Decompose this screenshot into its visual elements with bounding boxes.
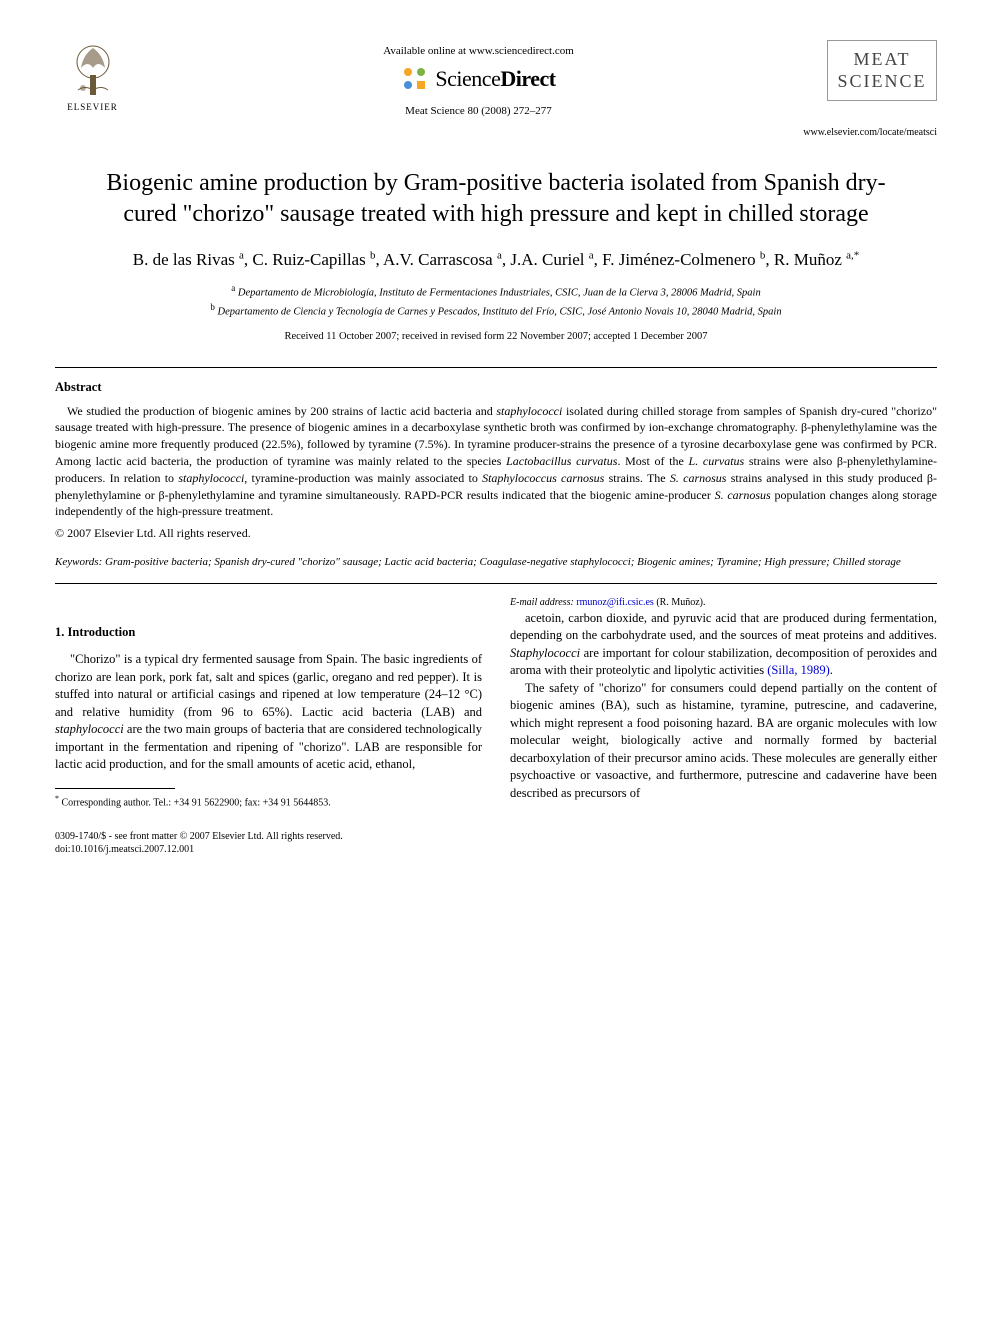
section-1-para-3: The safety of "chorizo" for consumers co… (510, 680, 937, 803)
section-1-heading: 1. Introduction (55, 624, 482, 642)
keywords-label: Keywords: (55, 556, 102, 568)
corresponding-text: Corresponding author. Tel.: +34 91 56229… (62, 797, 331, 808)
journal-cover-block: MEAT SCIENCE (827, 40, 937, 101)
abstract-heading: Abstract (55, 380, 937, 395)
affiliation-b: b Departamento de Ciencia y Tecnología d… (55, 301, 937, 320)
affiliation-a: a Departamento de Microbiología, Institu… (55, 282, 937, 301)
footer-front-matter: 0309-1740/$ - see front matter © 2007 El… (55, 830, 937, 843)
page-footer: 0309-1740/$ - see front matter © 2007 El… (55, 830, 937, 856)
sciencedirect-logo: ScienceDirect (130, 65, 827, 93)
article-dates: Received 11 October 2007; received in re… (55, 331, 937, 342)
sciencedirect-icon (401, 65, 429, 93)
affiliation-b-text: Departamento de Ciencia y Tecnología de … (218, 307, 782, 318)
email-label: E-mail address: (510, 597, 574, 608)
elsevier-logo: ELSEVIER (55, 40, 130, 112)
sd-bold: Direct (500, 66, 555, 91)
center-header: Available online at www.sciencedirect.co… (130, 40, 827, 117)
abstract-text: We studied the production of biogenic am… (55, 403, 937, 521)
sciencedirect-text: ScienceDirect (435, 66, 555, 92)
email-author-name: (R. Muñoz). (656, 597, 705, 608)
section-1-para-1: "Chorizo" is a typical dry fermented sau… (55, 651, 482, 774)
sd-light: Science (435, 66, 500, 91)
journal-reference: Meat Science 80 (2008) 272–277 (130, 105, 827, 117)
divider-top (55, 367, 937, 368)
section-1-para-2: acetoin, carbon dioxide, and pyruvic aci… (510, 610, 937, 680)
elsevier-tree-icon (63, 40, 123, 100)
authors-list: B. de las Rivas a, C. Ruiz-Capillas b, A… (55, 248, 937, 272)
journal-cover-line2: SCIENCE (834, 71, 930, 93)
body-columns: 1. Introduction "Chorizo" is a typical d… (55, 596, 937, 810)
journal-cover: MEAT SCIENCE (827, 40, 937, 101)
available-online-text: Available online at www.sciencedirect.co… (130, 45, 827, 57)
email-link[interactable]: rmunoz@ifi.csic.es (576, 597, 654, 608)
divider-bottom (55, 583, 937, 584)
footnote-email-line: E-mail address: rmunoz@ifi.csic.es (R. M… (510, 596, 937, 610)
keywords-text: Gram-positive bacteria; Spanish dry-cure… (105, 556, 901, 568)
article-title: Biogenic amine production by Gram-positi… (95, 168, 897, 230)
affiliations: a Departamento de Microbiología, Institu… (55, 282, 937, 321)
footnote-separator (55, 788, 175, 789)
elsevier-publisher-name: ELSEVIER (67, 102, 118, 112)
header-row: ELSEVIER Available online at www.science… (55, 40, 937, 117)
corresponding-author: * Corresponding author. Tel.: +34 91 562… (55, 793, 482, 810)
journal-cover-line1: MEAT (834, 49, 930, 71)
footer-doi: doi:10.1016/j.meatsci.2007.12.001 (55, 843, 937, 856)
journal-url[interactable]: www.elsevier.com/locate/meatsci (55, 127, 937, 138)
abstract-copyright: © 2007 Elsevier Ltd. All rights reserved… (55, 526, 937, 541)
keywords: Keywords: Gram-positive bacteria; Spanis… (55, 555, 937, 570)
affiliation-a-text: Departamento de Microbiología, Instituto… (238, 288, 761, 299)
